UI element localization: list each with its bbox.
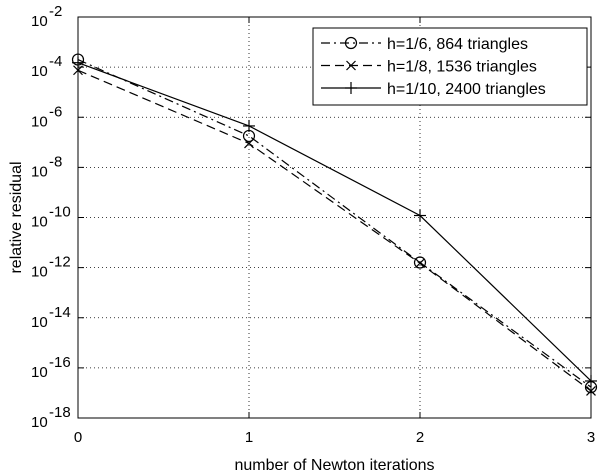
y-tick-exponent: -10	[49, 204, 71, 221]
y-tick-exponent: -2	[49, 3, 62, 20]
y-tick-exponent: -12	[49, 254, 71, 271]
legend-box	[312, 27, 588, 106]
y-tick-base: 10	[31, 364, 48, 381]
series-layer	[71, 53, 598, 396]
legend: h=1/6, 864 triangles h=1/8, 1536 triangle…	[312, 27, 588, 106]
data-point	[415, 258, 425, 269]
y-tick-base: 10	[31, 113, 48, 130]
data-point	[414, 209, 426, 222]
y-tick-exponent: -14	[49, 304, 71, 321]
y-tick-label: 10-2	[31, 3, 62, 30]
series-line	[77, 59, 592, 388]
y-tick-label: 10-18	[31, 404, 71, 431]
legend-marker	[344, 36, 358, 50]
legend-entry: h=1/6, 864 triangles	[321, 36, 528, 53]
y-tick-exponent: -4	[49, 53, 62, 70]
y-tick-base: 10	[31, 414, 48, 431]
axis-ticks: 0 1 2 310-1810-1610-1410-1210-1010-810-610-…	[31, 3, 595, 446]
data-point	[244, 138, 254, 149]
y-tick-exponent: -8	[49, 153, 62, 170]
series-3	[72, 56, 597, 387]
x-axis-label: number of Newton iterations	[234, 457, 434, 474]
legend-label: h=1/10, 2400 triangles	[387, 81, 546, 98]
legend-label: h=1/8, 1536 triangles	[387, 59, 537, 76]
legend-label: h=1/6, 864 triangles	[387, 36, 528, 53]
data-point	[243, 119, 255, 132]
legend-entry: h=1/10, 2400 triangles	[321, 81, 546, 98]
y-tick-base: 10	[31, 163, 48, 180]
y-tick-exponent: -6	[49, 103, 62, 120]
y-axis-label: relative residual	[8, 161, 25, 273]
y-tick-label: 10-10	[31, 204, 71, 231]
data-point	[586, 386, 596, 396]
y-tick-base: 10	[31, 214, 48, 231]
y-tick-base: 10	[31, 13, 48, 30]
y-tick-label: 10-8	[31, 153, 62, 180]
y-tick-base: 10	[31, 314, 48, 331]
data-point	[585, 374, 597, 387]
y-tick-label: 10-4	[31, 53, 62, 80]
y-tick-base: 10	[31, 264, 48, 281]
x-tick-label: 0	[74, 429, 82, 446]
y-tick-label: 10-16	[31, 354, 71, 381]
data-point	[72, 56, 84, 69]
x-tick-label: 1	[245, 429, 253, 446]
legend-marker	[346, 60, 356, 71]
y-tick-label: 10-12	[31, 254, 71, 281]
legend-entry: h=1/8, 1536 triangles	[321, 59, 537, 76]
legend-marker	[345, 82, 357, 94]
x-tick-label: 2	[416, 429, 424, 446]
data-point	[413, 256, 427, 269]
y-tick-label: 10-14	[31, 304, 71, 331]
data-point	[73, 65, 83, 76]
series-2	[73, 65, 596, 396]
series-line	[77, 62, 592, 382]
y-tick-label: 10-6	[31, 103, 62, 130]
x-tick-label: 3	[587, 429, 595, 446]
y-tick-exponent: -18	[49, 404, 71, 421]
y-tick-base: 10	[31, 63, 48, 80]
y-tick-exponent: -16	[49, 354, 71, 371]
